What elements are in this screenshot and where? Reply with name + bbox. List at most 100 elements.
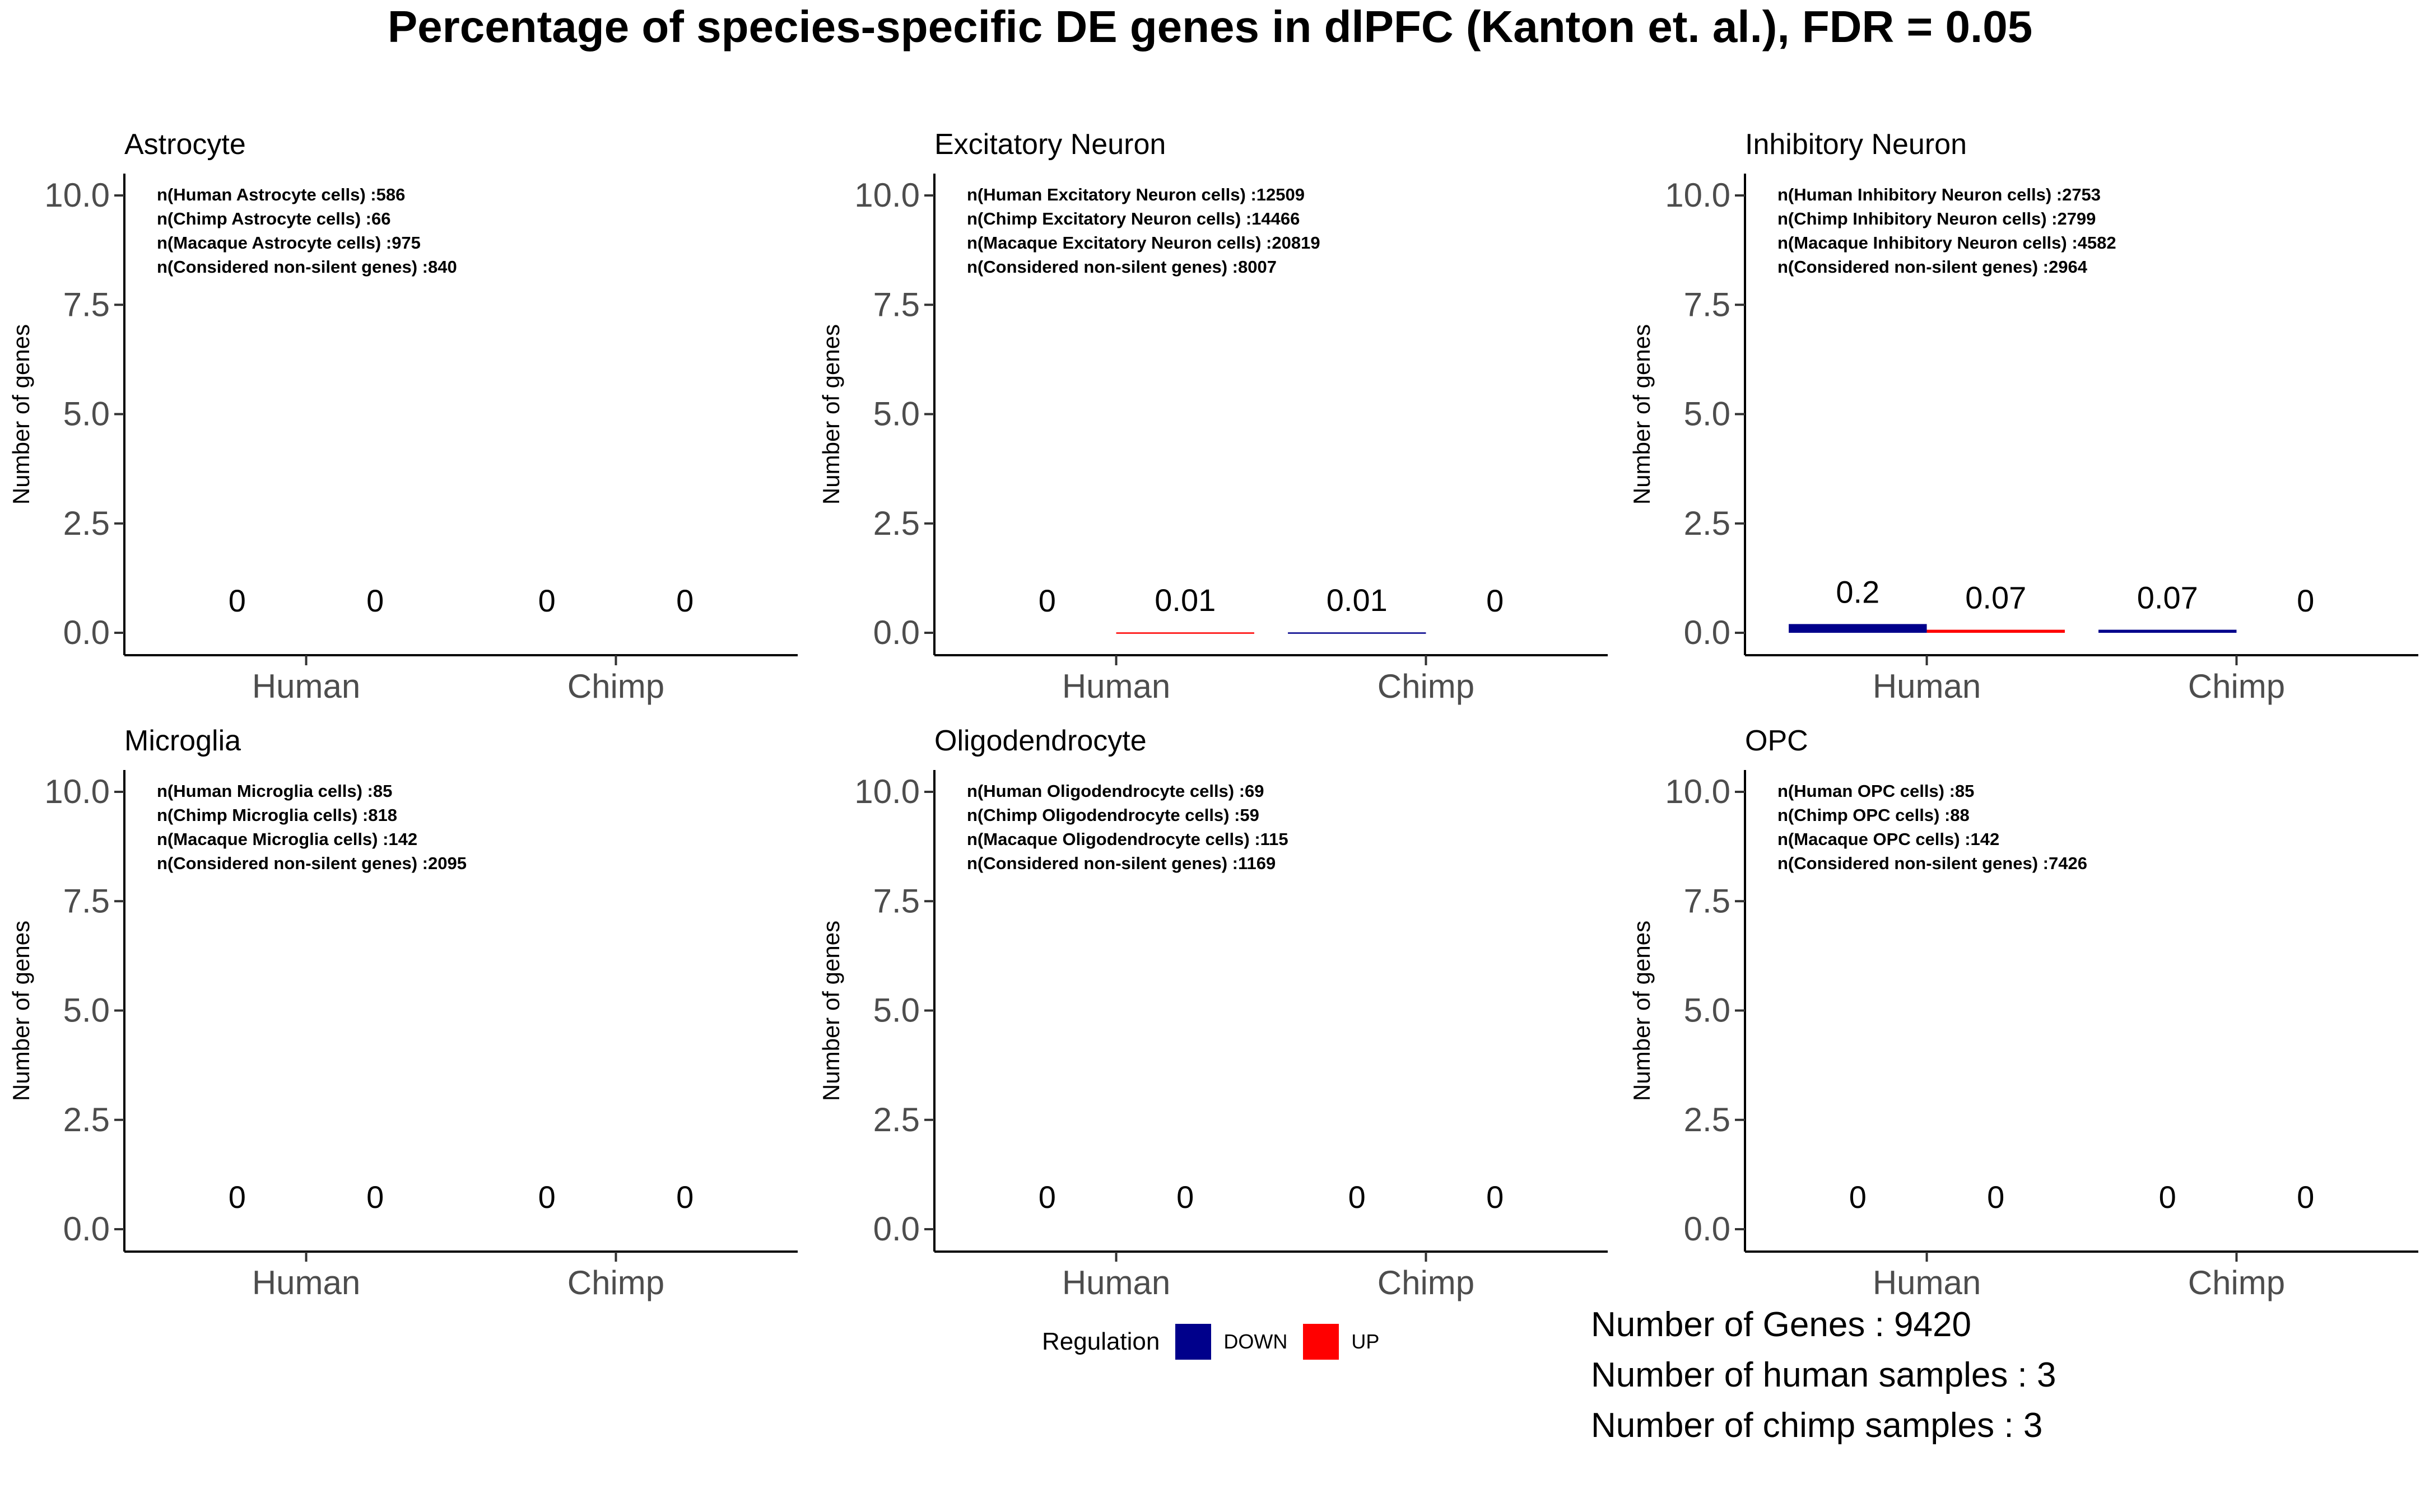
- facet-annotation: n(Chimp Microglia cells) :818: [157, 805, 397, 825]
- x-tick-label: Chimp: [567, 1264, 664, 1301]
- facet-annotation: n(Considered non-silent genes) :7426: [1777, 853, 2087, 873]
- y-tick-label: 10.0: [44, 773, 110, 810]
- y-tick-label: 7.5: [1684, 286, 1730, 323]
- bar-value-label: 0: [1348, 1179, 1366, 1215]
- x-tick-label: Chimp: [1377, 1264, 1474, 1301]
- x-tick-label: Human: [252, 1264, 360, 1301]
- facet-annotation: n(Macaque OPC cells) :142: [1777, 829, 1999, 849]
- bar-value-label: 0: [1486, 583, 1504, 618]
- y-tick-label: 2.5: [1684, 505, 1730, 542]
- bar-value-label: 0: [1039, 583, 1056, 618]
- y-tick-label: 7.5: [63, 286, 110, 323]
- y-axis-title: Number of genes: [1628, 324, 1655, 505]
- y-tick-label: 2.5: [873, 505, 920, 542]
- y-axis-title: Number of genes: [8, 324, 34, 505]
- y-tick-label: 5.0: [873, 395, 920, 433]
- y-tick-label: 10.0: [1665, 773, 1730, 810]
- y-tick-label: 7.5: [63, 882, 110, 920]
- bar: [1926, 629, 2065, 633]
- bar-value-label: 0: [1486, 1179, 1504, 1215]
- y-tick-label: 5.0: [1684, 992, 1730, 1029]
- bar-value-label: 0: [538, 1179, 556, 1215]
- x-tick-label: Chimp: [1377, 668, 1474, 705]
- bar-value-label: 0: [229, 1179, 246, 1215]
- y-tick-label: 0.0: [1684, 614, 1730, 651]
- facet-title: Astrocyte: [124, 128, 246, 161]
- facet-title: Inhibitory Neuron: [1745, 128, 1967, 161]
- bar: [2098, 629, 2237, 633]
- y-tick-label: 10.0: [854, 176, 920, 214]
- footer-chimp-samples: Number of chimp samples : 3: [1591, 1406, 2043, 1445]
- x-tick-label: Chimp: [2188, 668, 2285, 705]
- bar-value-label: 0: [2297, 583, 2314, 618]
- facet-annotation: n(Macaque Excitatory Neuron cells) :2081…: [967, 233, 1320, 253]
- facet-annotation: n(Human Inhibitory Neuron cells) :2753: [1777, 185, 2101, 204]
- facet-annotation: n(Chimp Oligodendrocyte cells) :59: [967, 805, 1259, 825]
- bar-value-label: 0: [1039, 1179, 1056, 1215]
- y-tick-label: 10.0: [44, 176, 110, 214]
- y-tick-label: 5.0: [1684, 395, 1730, 433]
- legend-label-up: UP: [1351, 1330, 1380, 1353]
- facet-annotation: n(Macaque Astrocyte cells) :975: [157, 233, 421, 253]
- facet-annotation: n(Human Astrocyte cells) :586: [157, 185, 405, 204]
- y-tick-label: 0.0: [63, 1210, 110, 1248]
- legend-key-up: [1303, 1324, 1339, 1360]
- facet-panel: Excitatory Neuron 0.0 2.5 5.0 7.5 10.0 Number …: [818, 128, 1608, 705]
- x-tick-label: Human: [1873, 668, 1981, 705]
- footer-human-samples: Number of human samples : 3: [1591, 1356, 2056, 1394]
- bar-value-label: 0: [1849, 1179, 1867, 1215]
- facet-title: Excitatory Neuron: [934, 128, 1166, 161]
- footer-gene-count: Number of Genes : 9420: [1591, 1305, 1971, 1344]
- facet-title: Microglia: [124, 725, 241, 757]
- facet-panel: Oligodendrocyte 0.0 2.5 5.0 7.5 10.0 Number of…: [818, 725, 1608, 1301]
- y-tick-label: 2.5: [63, 1101, 110, 1138]
- facet-panel: Astrocyte 0.0 2.5 5.0 7.5 10.0 Number of genes…: [8, 128, 798, 705]
- y-tick-label: 7.5: [873, 286, 920, 323]
- chart-title: Percentage of species-specific DE genes …: [387, 2, 2033, 52]
- legend: Regulation DOWN UP: [1042, 1322, 1395, 1362]
- facet-panel: OPC 0.0 2.5 5.0 7.5 10.0 Number of genes Human C…: [1628, 725, 2418, 1301]
- x-tick-label: Human: [1873, 1264, 1981, 1301]
- y-tick-label: 2.5: [873, 1101, 920, 1138]
- bar-value-label: 0.01: [1327, 582, 1388, 618]
- bar-value-label: 0.07: [1965, 580, 2026, 615]
- y-tick-label: 2.5: [1684, 1101, 1730, 1138]
- facet-panel: Inhibitory Neuron 0.0 2.5 5.0 7.5 10.0 Number …: [1628, 128, 2418, 705]
- facet-annotation: n(Considered non-silent genes) :2964: [1777, 257, 2088, 277]
- facet-title: Oligodendrocyte: [934, 725, 1147, 757]
- bar-value-label: 0: [2159, 1179, 2176, 1215]
- y-tick-label: 0.0: [873, 614, 920, 651]
- y-axis-title: Number of genes: [8, 921, 34, 1101]
- x-tick-label: Human: [1062, 1264, 1170, 1301]
- bar: [1116, 632, 1254, 634]
- y-tick-label: 7.5: [873, 882, 920, 920]
- bar-value-label: 0: [366, 1179, 384, 1215]
- legend-label-down: DOWN: [1223, 1330, 1288, 1353]
- y-tick-label: 5.0: [63, 992, 110, 1029]
- y-tick-label: 0.0: [873, 1210, 920, 1248]
- y-axis-title: Number of genes: [818, 921, 844, 1101]
- bar-value-label: 0.07: [2137, 580, 2198, 615]
- facet-panel: Microglia 0.0 2.5 5.0 7.5 10.0 Number of genes…: [8, 725, 798, 1301]
- facet-annotation: n(Chimp OPC cells) :88: [1777, 805, 1970, 825]
- facet-annotation: n(Chimp Inhibitory Neuron cells) :2799: [1777, 209, 2096, 228]
- bar-value-label: 0: [366, 583, 384, 618]
- bar-value-label: 0: [229, 583, 246, 618]
- y-axis-title: Number of genes: [818, 324, 844, 505]
- y-tick-label: 0.0: [63, 614, 110, 651]
- facet-annotation: n(Human Microglia cells) :85: [157, 781, 392, 801]
- bar-value-label: 0: [2297, 1179, 2314, 1215]
- facet-annotation: n(Human OPC cells) :85: [1777, 781, 1974, 801]
- bar-value-label: 0: [676, 583, 694, 618]
- y-tick-label: 2.5: [63, 505, 110, 542]
- x-tick-label: Human: [252, 668, 360, 705]
- facet-annotation: n(Considered non-silent genes) :840: [157, 257, 457, 277]
- facet-annotation: n(Considered non-silent genes) :1169: [967, 853, 1276, 873]
- x-tick-label: Chimp: [567, 668, 664, 705]
- bar: [1288, 632, 1426, 634]
- x-tick-label: Chimp: [2188, 1264, 2285, 1301]
- y-tick-label: 5.0: [873, 992, 920, 1029]
- y-tick-label: 0.0: [1684, 1210, 1730, 1248]
- y-tick-label: 10.0: [854, 773, 920, 810]
